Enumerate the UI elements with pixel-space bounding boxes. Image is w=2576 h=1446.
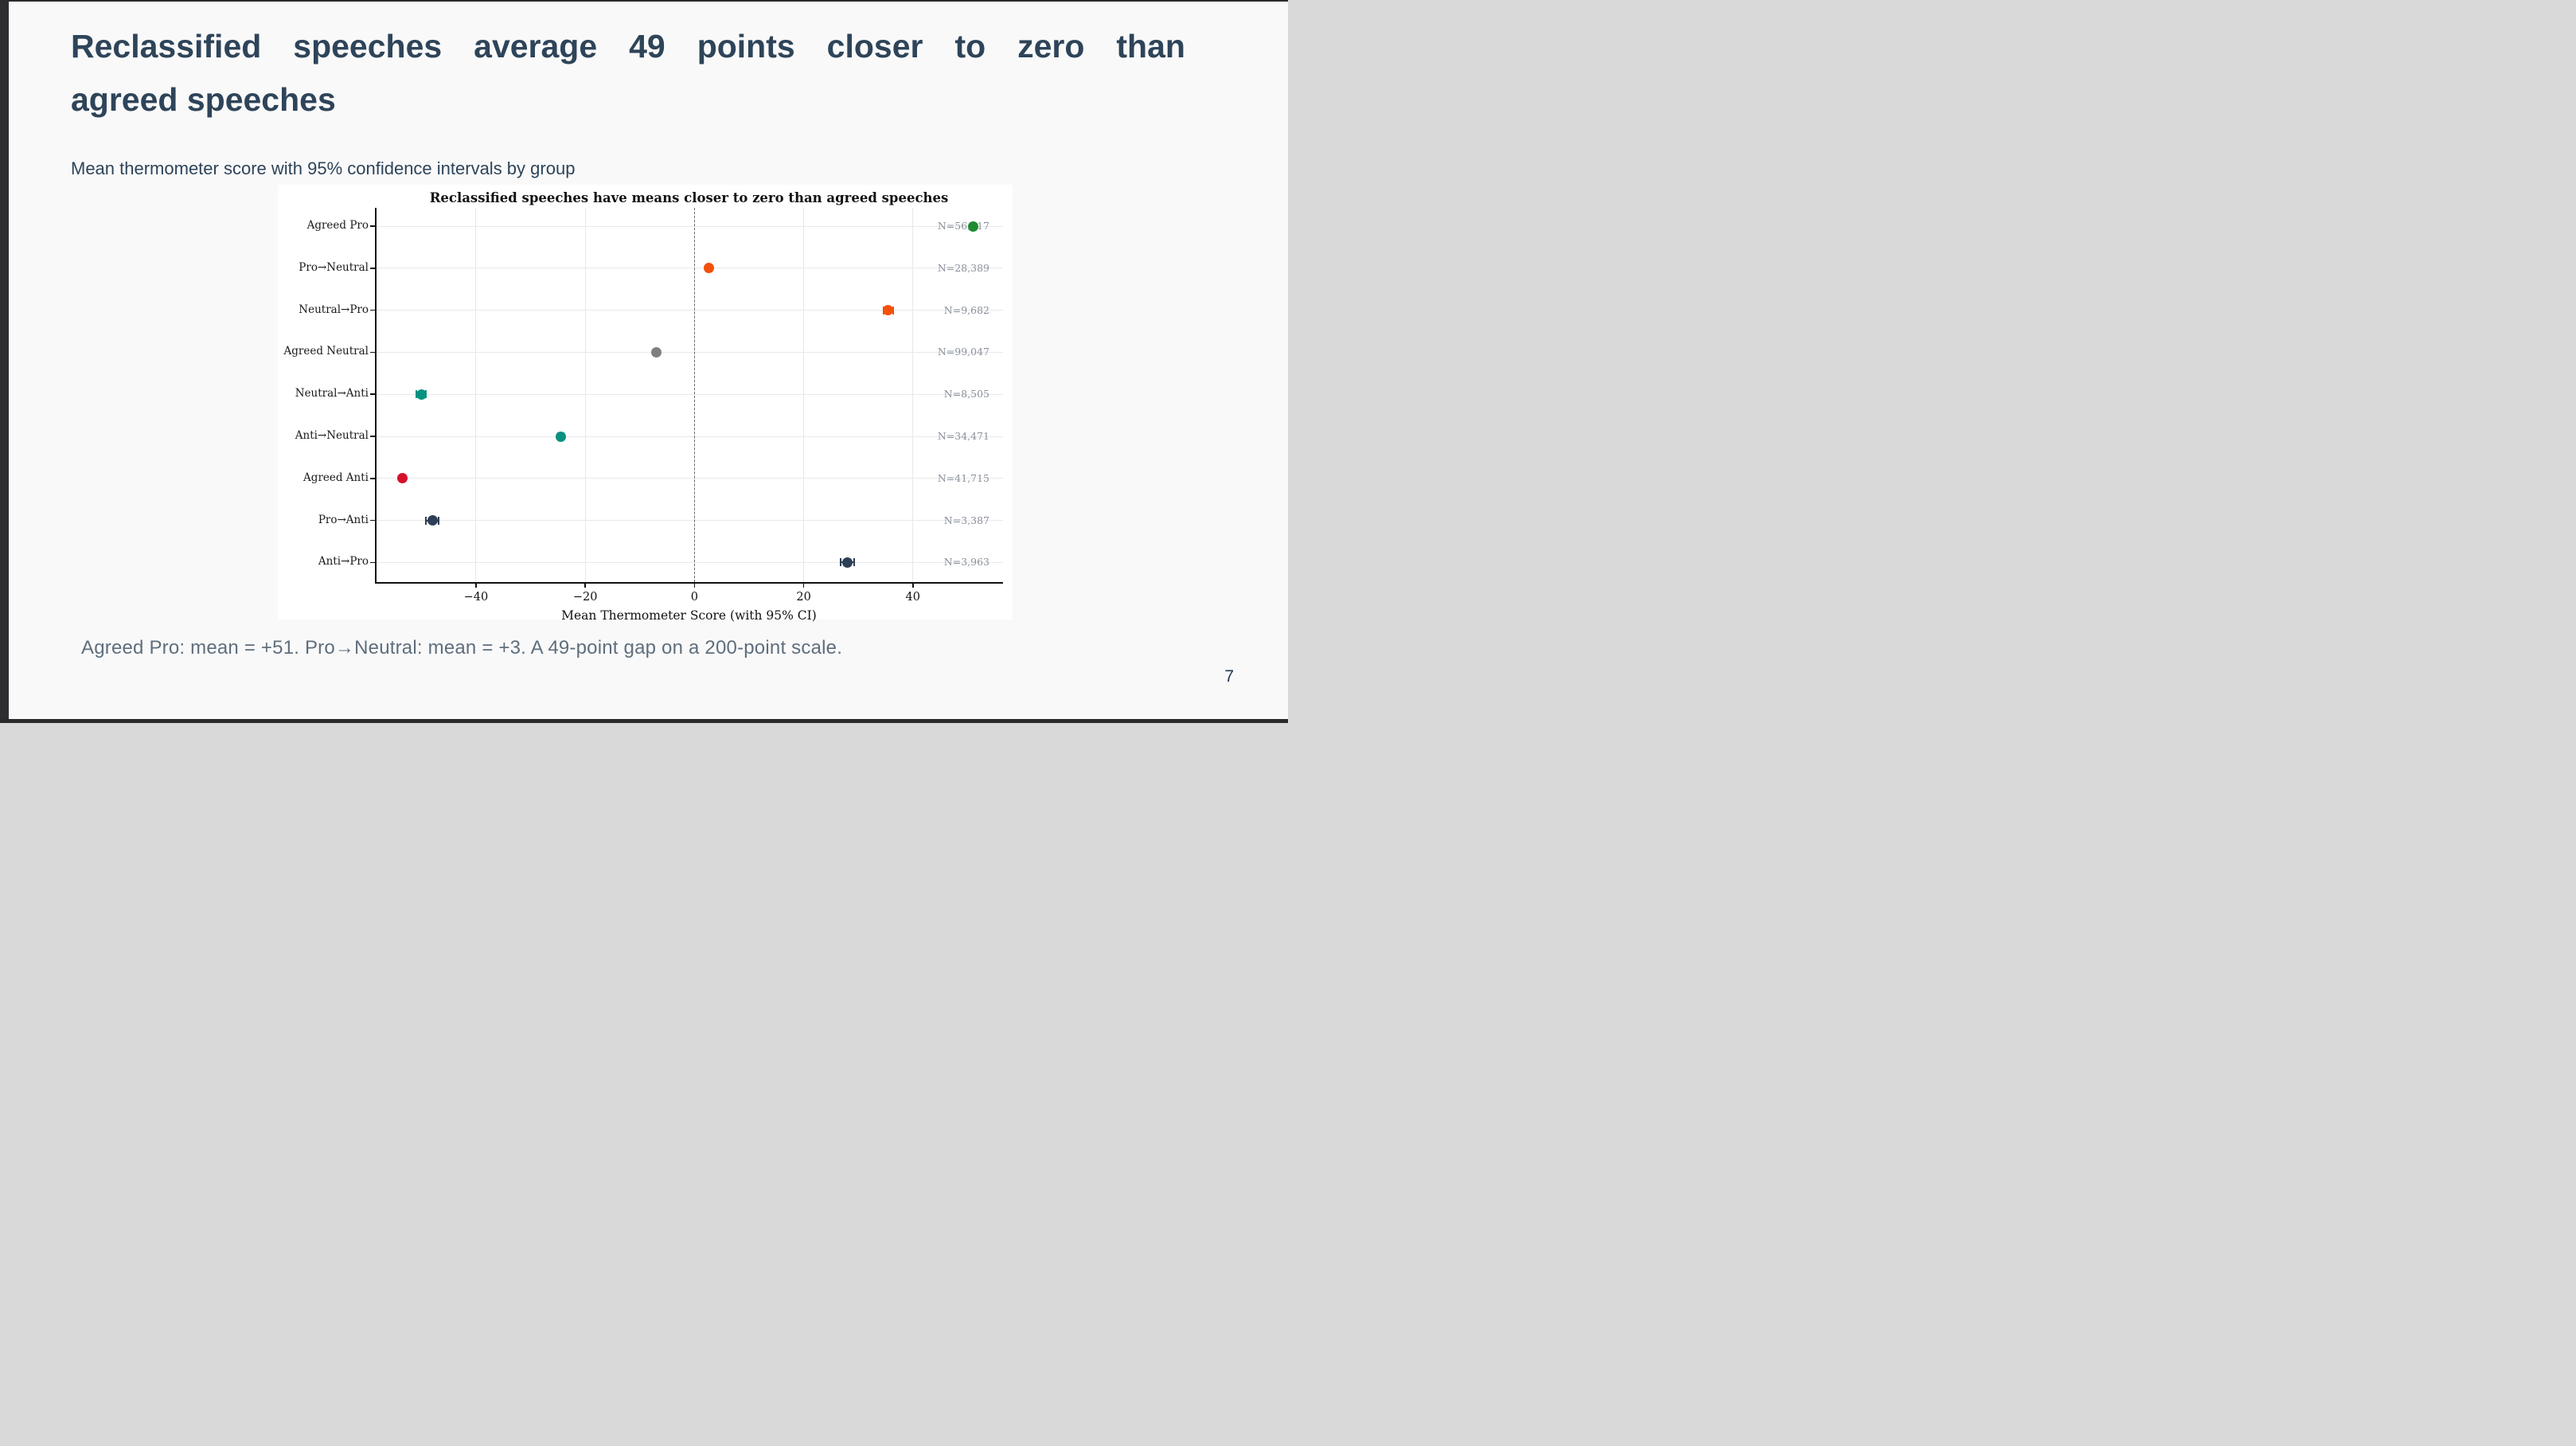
x-tick-label: 20 xyxy=(796,591,811,604)
n-count-label: N=99,047 xyxy=(937,346,989,358)
y-category-label: Neutral→Pro xyxy=(299,303,369,316)
mean-dot xyxy=(650,346,662,358)
y-tick-mark xyxy=(370,478,375,479)
x-tick-label: 0 xyxy=(690,591,698,604)
title-word: than xyxy=(1116,28,1185,64)
slide-subtitle: Mean thermometer score with 95% confiden… xyxy=(71,158,576,178)
n-count-label: N=41,715 xyxy=(937,471,989,484)
title-word: zero xyxy=(1017,28,1085,64)
y-category-label: Anti→Pro xyxy=(318,555,369,569)
y-tick-mark xyxy=(370,436,375,437)
x-gridline xyxy=(584,208,586,582)
y-gridline xyxy=(375,310,1003,311)
y-gridline xyxy=(375,225,1003,227)
mean-dot xyxy=(967,221,978,232)
dot-plot: −40 −20 0 20 40 Agreed Pro Pro→Neutral Neutral→… xyxy=(278,185,1013,623)
title-word: Reclassified xyxy=(71,28,262,64)
n-count-label: N=9,682 xyxy=(943,303,989,316)
y-tick-mark xyxy=(370,225,375,227)
x-tick-mark xyxy=(802,582,805,588)
y-gridline xyxy=(375,520,1003,522)
ci-cap-left xyxy=(424,516,427,525)
slide-title: Reclassified speeches average 49 points close… xyxy=(71,30,1185,116)
mean-dot xyxy=(427,515,438,526)
y-category-label: Pro→Neutral xyxy=(299,260,369,274)
slide-left-border xyxy=(0,0,9,723)
y-gridline xyxy=(375,561,1003,563)
footnote: Agreed Pro: mean = +51. Pro→Neutral: mea… xyxy=(81,637,843,659)
x-tick-mark xyxy=(912,582,914,588)
n-count-label: N=3,387 xyxy=(943,514,989,526)
title-word: average xyxy=(474,28,598,64)
y-category-label: Agreed Neutral xyxy=(283,345,369,358)
y-tick-mark xyxy=(370,393,375,395)
x-tick-label: −20 xyxy=(572,591,598,604)
slide-title-line1: Reclassified speeches average 49 points close… xyxy=(71,30,1185,63)
y-gridline xyxy=(375,436,1003,437)
x-gridline xyxy=(803,208,805,582)
y-axis-spine xyxy=(375,208,377,582)
mean-dot xyxy=(555,431,566,442)
n-count-label: N=28,389 xyxy=(937,261,989,274)
mean-dot xyxy=(704,263,715,274)
n-count-label: N=8,505 xyxy=(943,388,989,401)
x-gridline xyxy=(912,208,914,582)
x-tick-label: −40 xyxy=(463,591,489,604)
x-tick-mark xyxy=(693,582,696,588)
y-category-label: Agreed Anti xyxy=(303,471,369,484)
y-gridline xyxy=(375,478,1003,479)
title-word: 49 xyxy=(629,28,665,64)
mean-dot xyxy=(396,473,408,484)
x-tick-mark xyxy=(584,582,586,588)
chart-panel: Reclassified speeches have means closer … xyxy=(278,185,1013,623)
x-gridline xyxy=(475,208,477,582)
y-tick-mark xyxy=(370,519,375,522)
x-axis-spine xyxy=(375,582,1003,584)
x-tick-mark xyxy=(475,582,477,588)
y-gridline xyxy=(375,351,1003,353)
y-tick-mark xyxy=(370,268,375,269)
slide-top-border xyxy=(0,0,1288,2)
title-word: to xyxy=(954,28,986,64)
y-tick-mark xyxy=(370,561,375,564)
ci-cap-right xyxy=(438,516,440,525)
slide: Reclassified speeches average 49 points close… xyxy=(0,0,1288,723)
n-count-label: N=34,471 xyxy=(937,430,989,442)
y-category-label: Pro→Anti xyxy=(318,513,369,526)
y-tick-mark xyxy=(370,351,375,354)
y-tick-mark xyxy=(370,309,375,311)
y-category-label: Agreed Pro xyxy=(306,219,369,232)
ci-cap-right xyxy=(892,306,895,315)
y-gridline xyxy=(375,393,1003,395)
y-category-label: Anti→Neutral xyxy=(295,429,369,442)
title-word: speeches xyxy=(293,28,443,64)
n-count-label: N=56,217 xyxy=(937,220,989,232)
zero-reference-line xyxy=(693,208,695,582)
chart-title: Reclassified speeches have means closer … xyxy=(429,190,949,205)
x-axis-label: Mean Thermometer Score (with 95% CI) xyxy=(561,608,817,623)
ci-cap-right xyxy=(853,558,855,567)
page-number: 7 xyxy=(1224,667,1234,686)
slide-title-line2: agreed speeches xyxy=(71,81,336,118)
mean-dot xyxy=(416,389,427,400)
mean-dot xyxy=(883,305,894,316)
title-word: points xyxy=(697,28,795,64)
x-tick-label: 40 xyxy=(905,591,920,604)
ci-cap-left xyxy=(840,558,842,567)
y-category-label: Neutral→Anti xyxy=(295,387,369,401)
slide-bottom-border xyxy=(0,719,1288,723)
title-word: closer xyxy=(826,28,923,64)
n-count-label: N=3,963 xyxy=(943,556,989,569)
mean-dot xyxy=(841,557,853,568)
